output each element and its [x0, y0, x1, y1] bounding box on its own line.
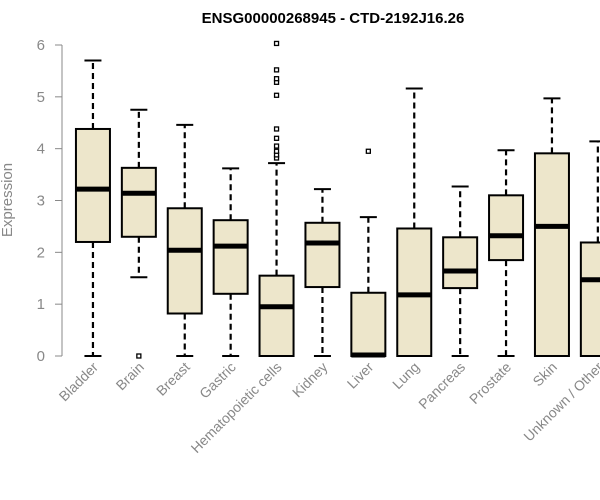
x-tick-label: Kidney [289, 359, 331, 401]
y-axis-label: Expression [0, 163, 16, 237]
boxes-layer [74, 40, 600, 359]
y-axis: 0 1 2 3 4 5 6 [37, 37, 63, 365]
y-tick-label: 4 [37, 141, 45, 158]
x-tick-label: Gastric [196, 359, 239, 402]
y-tick-label: 1 [37, 296, 45, 313]
x-tick-label: Bladder [56, 359, 102, 405]
x-tick-label: Pancreas [415, 359, 468, 412]
outlier-point [273, 143, 280, 149]
x-tick-label: Skin [530, 359, 561, 390]
iqr-box [533, 152, 570, 357]
y-tick-label: 2 [37, 244, 45, 261]
iqr-box [579, 241, 600, 357]
iqr-box [350, 291, 387, 358]
y-tick-label: 6 [37, 37, 45, 54]
x-tick-label: Prostate [466, 359, 514, 407]
outlier-point [365, 148, 372, 154]
iqr-box [212, 219, 249, 295]
iqr-box [74, 127, 111, 243]
box-pancreas [442, 185, 479, 357]
box-lung [396, 87, 433, 358]
outlier-point [136, 353, 142, 359]
box-breast [166, 123, 203, 357]
outlier-point [273, 67, 280, 73]
box-gastric [212, 167, 249, 357]
box-unknown-other [579, 140, 600, 357]
x-tick-label: Brain [113, 359, 147, 393]
box-prostate [488, 149, 525, 357]
x-tick-label: Lung [389, 359, 422, 392]
box-brain [120, 108, 157, 359]
x-tick-label: Unknown / Other [520, 359, 600, 445]
y-tick-label: 3 [37, 193, 45, 210]
box-liver [350, 148, 387, 358]
outlier-point [273, 135, 280, 141]
box-hematopoietic-cells [258, 40, 295, 357]
outlier-point [273, 40, 280, 47]
box-skin [533, 97, 570, 357]
x-tick-label: Liver [344, 359, 377, 392]
y-tick-label: 5 [37, 89, 45, 106]
chart-title: ENSG00000268945 - CTD-2192J16.26 [202, 10, 465, 27]
iqr-box [166, 207, 203, 315]
outlier-point [273, 148, 280, 154]
box-kidney [304, 188, 341, 357]
iqr-box [442, 236, 479, 290]
iqr-box [396, 227, 433, 358]
outlier-point [273, 76, 280, 82]
x-tick-label: Hematopoietic cells [188, 359, 285, 456]
iqr-box [258, 274, 295, 357]
box-bladder [74, 59, 111, 357]
y-tick-label: 0 [37, 348, 45, 365]
outlier-point [273, 126, 280, 132]
iqr-box [120, 166, 157, 238]
iqr-box [488, 194, 525, 262]
x-tick-label: Breast [153, 359, 193, 399]
outlier-point [273, 92, 280, 98]
iqr-box [304, 221, 341, 289]
